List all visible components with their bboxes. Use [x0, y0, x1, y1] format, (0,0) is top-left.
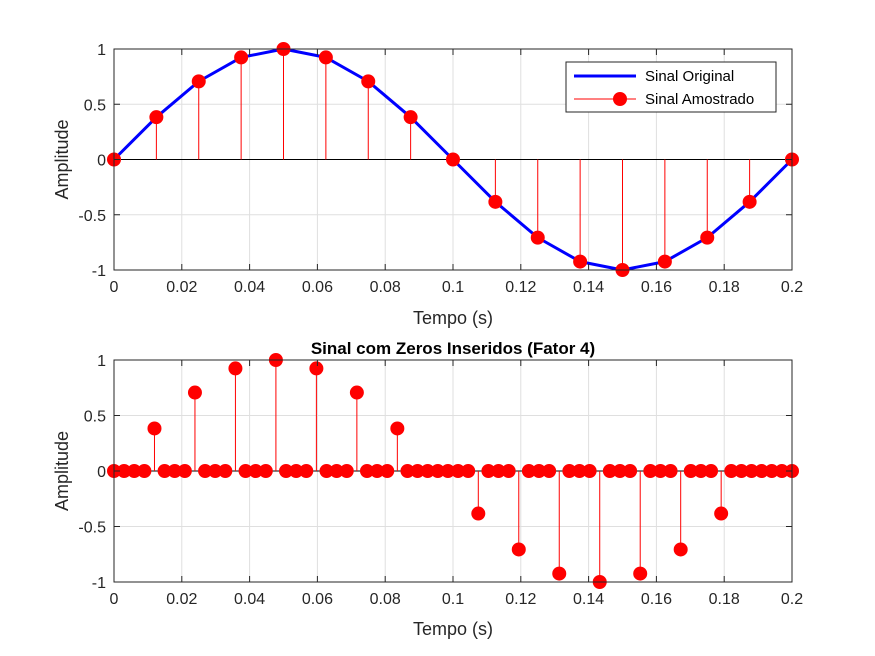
x-tick-label: 0.16: [641, 279, 672, 296]
stem-marker: [349, 385, 364, 400]
stem-marker: [318, 50, 333, 65]
stem-marker: [542, 464, 557, 478]
stem-marker: [147, 421, 162, 436]
stem-marker: [299, 464, 314, 478]
x-tick-label: 0.12: [505, 279, 536, 296]
stem-marker: [390, 421, 405, 436]
y-tick-label: 1: [97, 353, 106, 370]
bottom-y-ticks: -1 -0.5 0 0.5 1: [78, 353, 792, 592]
bottom-zero-inserted-stems: [107, 353, 799, 589]
top-sampled-stems: [107, 42, 799, 277]
stem-marker: [673, 542, 688, 557]
y-tick-label: -1: [92, 263, 106, 280]
stem-marker: [380, 464, 395, 478]
x-tick-label: 0.14: [573, 279, 604, 296]
x-tick-label: 0.06: [302, 279, 333, 296]
x-tick-label: 0.08: [370, 279, 401, 296]
stem-marker: [657, 254, 672, 269]
stem-marker: [361, 74, 376, 89]
top-x-ticks: 0 0.02 0.04 0.06 0.08 0.1 0.12 0.14 0.16 0.18 0.2: [110, 49, 803, 296]
legend-box: [565, 61, 777, 113]
bottom-x-ticks: 0 0.02 0.04 0.06 0.08 0.1 0.12 0.14 0.16 0.18 0.2: [110, 360, 803, 608]
stem-marker: [511, 542, 526, 557]
stem-marker: [552, 566, 567, 581]
x-tick-label: 0: [110, 591, 119, 608]
stem-marker: [633, 566, 648, 581]
stem-marker: [191, 74, 206, 89]
x-tick-label: 0.04: [234, 591, 265, 608]
bottom-x-axis-label: Tempo (s): [413, 619, 493, 639]
stem-marker: [446, 152, 460, 167]
stem-marker: [339, 464, 354, 478]
stem-marker: [403, 110, 418, 125]
x-tick-label: 0.02: [166, 279, 197, 296]
stem-marker: [700, 230, 715, 245]
x-tick-label: 0.08: [370, 591, 401, 608]
y-tick-label: -0.5: [78, 520, 106, 537]
stem-marker: [187, 385, 202, 400]
x-tick-label: 0.2: [781, 279, 803, 296]
y-tick-label: 0.5: [84, 409, 106, 426]
y-tick-label: 0: [97, 464, 106, 481]
bottom-y-axis-label: Amplitude: [52, 431, 72, 511]
legend-original-label: Sinal Original: [645, 68, 734, 85]
x-tick-label: 0.04: [234, 279, 265, 296]
stem-marker: [501, 464, 516, 478]
top-y-axis-label: Amplitude: [52, 119, 72, 199]
x-tick-label: 0.1: [442, 279, 464, 296]
x-tick-label: 0.14: [573, 591, 604, 608]
y-tick-label: 0.5: [84, 97, 106, 114]
bottom-chart-title: Sinal com Zeros Inseridos (Fator 4): [311, 339, 595, 358]
x-tick-label: 0.12: [505, 591, 536, 608]
x-tick-label: 0.02: [166, 591, 197, 608]
stem-marker: [582, 464, 597, 478]
stem-marker: [137, 464, 152, 478]
y-tick-label: -0.5: [78, 208, 106, 225]
stem-marker: [573, 254, 588, 269]
top-x-axis-label: Tempo (s): [413, 308, 493, 328]
stem-marker: [149, 110, 164, 125]
top-subplot: 0 0.02 0.04 0.06 0.08 0.1 0.12 0.14 0.16 0.18 0.2 …: [52, 42, 803, 328]
stem-marker: [704, 464, 719, 478]
stem-marker: [530, 230, 545, 245]
stem-marker: [228, 361, 243, 376]
stem-marker: [234, 50, 249, 65]
top-y-ticks: -1 -0.5 0 0.5 1: [78, 42, 792, 280]
stem-marker: [623, 464, 638, 478]
stem-marker: [309, 361, 324, 376]
x-tick-label: 0.18: [709, 279, 740, 296]
legend: Sinal Original Sinal Amostrado: [565, 61, 777, 113]
stem-marker: [258, 464, 273, 478]
x-tick-label: 0.2: [781, 591, 803, 608]
legend-sampled-marker: [613, 92, 627, 106]
x-tick-label: 0: [110, 279, 119, 296]
y-tick-label: 1: [97, 42, 106, 59]
stem-marker: [471, 506, 486, 521]
stem-marker: [488, 194, 503, 209]
x-tick-label: 0.18: [709, 591, 740, 608]
x-tick-label: 0.1: [442, 591, 464, 608]
x-tick-label: 0.06: [302, 591, 333, 608]
stem-marker: [461, 464, 476, 478]
y-tick-label: 0: [97, 153, 106, 170]
y-tick-label: -1: [92, 575, 106, 592]
stem-marker: [218, 464, 233, 478]
legend-sampled-label: Sinal Amostrado: [645, 91, 754, 108]
stem-marker: [742, 194, 757, 209]
stem-marker: [714, 506, 729, 521]
x-tick-label: 0.16: [641, 591, 672, 608]
bottom-subplot: Sinal com Zeros Inseridos (Fator 4) 0 0.0…: [52, 339, 803, 639]
stem-marker: [177, 464, 192, 478]
stem-marker: [663, 464, 678, 478]
